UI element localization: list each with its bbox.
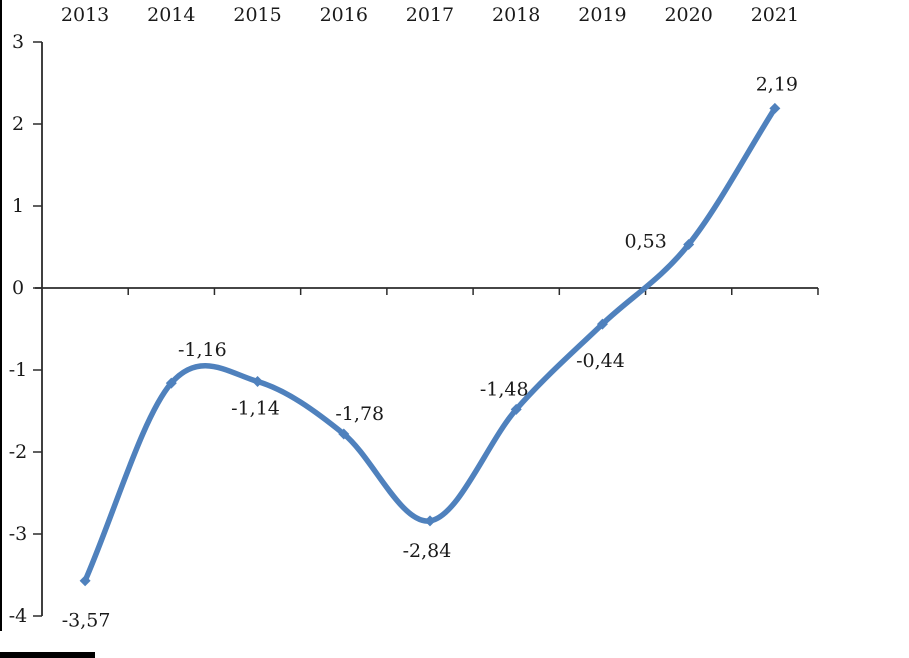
y-tick-label: -4 xyxy=(9,605,28,627)
data-point-marker xyxy=(252,375,264,387)
y-tick-label: -2 xyxy=(9,441,28,463)
y-tick-label: 2 xyxy=(12,113,24,135)
data-point-label: 0,53 xyxy=(624,231,666,253)
data-point-label: -0,44 xyxy=(576,350,625,372)
y-tick-label: 0 xyxy=(12,277,24,299)
x-category-label: 2020 xyxy=(664,4,712,26)
data-point-marker xyxy=(424,515,436,527)
x-category-label: 2013 xyxy=(61,4,109,26)
data-point-marker xyxy=(683,239,695,251)
x-category-label: 2016 xyxy=(320,4,368,26)
x-category-label: 2015 xyxy=(233,4,281,26)
x-category-label: 2014 xyxy=(147,4,195,26)
data-point-label: -2,84 xyxy=(403,540,452,562)
x-category-label: 2017 xyxy=(406,4,454,26)
data-point-label: 2,19 xyxy=(756,73,798,95)
x-category-label: 2021 xyxy=(751,4,799,26)
data-point-marker xyxy=(165,377,177,389)
data-point-marker xyxy=(79,575,91,587)
data-point-marker xyxy=(596,318,608,330)
y-tick-label: -3 xyxy=(9,523,28,545)
y-tick-label: -1 xyxy=(9,359,28,381)
data-point-marker xyxy=(338,428,350,440)
page-bottom-border-mark xyxy=(0,652,95,658)
data-point-label: -1,14 xyxy=(231,397,280,419)
y-tick-label: 1 xyxy=(12,195,24,217)
page-left-border-line xyxy=(0,0,2,631)
x-category-label: 2019 xyxy=(578,4,626,26)
data-point-marker xyxy=(510,403,522,415)
x-category-label: 2018 xyxy=(492,4,540,26)
data-point-label: -1,78 xyxy=(335,403,384,425)
data-point-marker xyxy=(769,102,781,114)
y-tick-label: 3 xyxy=(12,31,24,53)
data-point-label: -1,16 xyxy=(178,339,227,361)
data-point-label: -3,57 xyxy=(62,610,111,632)
data-point-label: -1,48 xyxy=(480,378,529,400)
